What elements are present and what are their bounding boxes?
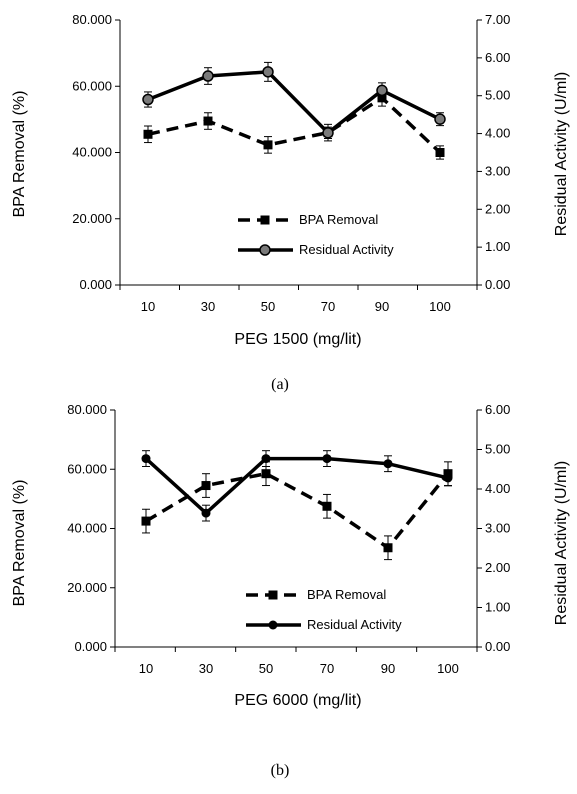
data-point-square — [435, 148, 445, 157]
legend-marker-square — [260, 215, 270, 225]
y-axis-label-left: BPA Removal (%) — [11, 91, 28, 218]
data-point-square — [383, 543, 393, 553]
y-axis-label-left: BPA Removal (%) — [11, 480, 28, 607]
data-point-square — [143, 129, 153, 139]
x-tick-label: 50 — [261, 299, 275, 314]
series-line-residual-activity — [147, 70, 441, 135]
y-tick-label-right: 4.00 — [485, 481, 510, 496]
legend-marker-circle — [268, 620, 278, 630]
x-tick-label: 30 — [201, 299, 215, 314]
x-tick-label: 70 — [321, 299, 335, 314]
y-tick-label-left: 20.000 — [72, 211, 112, 226]
x-axis-label: PEG 1500 (mg/lit) — [234, 331, 361, 348]
y-tick-label-right: 0.00 — [485, 277, 510, 292]
series-line-bpa-removal — [147, 96, 442, 154]
data-point-circle — [262, 66, 274, 78]
chart-panel-b: BPA Removal (%) Residual Activity (U/ml)… — [11, 402, 570, 779]
x-tick-label: 30 — [199, 661, 213, 676]
data-point-circle — [142, 93, 154, 106]
y-tick-label-right: 2.00 — [485, 201, 510, 216]
data-point-circle — [141, 454, 151, 464]
data-point-square — [141, 516, 151, 526]
data-point-circle — [202, 70, 214, 82]
legend-marker-square — [268, 590, 278, 600]
y-tick-label-left: 60.000 — [67, 461, 107, 476]
y-tick-label-right: 6.00 — [485, 402, 510, 417]
y-tick-label-right: 4.00 — [485, 126, 510, 141]
y-tick-label-right: 1.00 — [485, 239, 510, 254]
y-tick-label-left: 40.000 — [67, 521, 107, 536]
data-point-square — [261, 469, 271, 479]
legend-label: Residual Activity — [299, 242, 394, 257]
y-tick-label-right: 2.00 — [485, 560, 510, 575]
data-point-circle — [383, 459, 393, 469]
series-line-residual-activity — [144, 456, 449, 515]
x-tick-label: 90 — [381, 661, 395, 676]
y-tick-label-right: 3.00 — [485, 163, 510, 178]
y-tick-label-left: 80.000 — [72, 12, 112, 27]
data-point-circle — [322, 454, 332, 464]
data-point-circle — [261, 454, 271, 464]
y-tick-label-left: 20.000 — [67, 580, 107, 595]
x-tick-label: 10 — [139, 661, 153, 676]
data-point-circle — [376, 84, 388, 97]
y-tick-label-right: 6.00 — [485, 50, 510, 65]
legend-label: BPA Removal — [307, 587, 386, 602]
y-tick-label-left: 0.000 — [74, 639, 107, 654]
y-tick-label-left: 60.000 — [72, 78, 112, 93]
x-tick-label: 10 — [141, 299, 155, 314]
y-tick-label-right: 1.00 — [485, 600, 510, 615]
data-point-circle — [322, 127, 334, 139]
y-tick-label-left: 40.000 — [72, 145, 112, 160]
x-tick-label: 100 — [437, 661, 459, 676]
data-point-square — [201, 481, 211, 491]
panel-caption: (a) — [271, 376, 289, 393]
data-point-circle — [201, 508, 211, 518]
data-point-circle — [434, 113, 446, 125]
y-tick-label-right: 0.00 — [485, 639, 510, 654]
panel-caption: (b) — [271, 762, 290, 779]
legend-label: Residual Activity — [307, 617, 402, 632]
y-tick-label-left: 0.000 — [79, 277, 112, 292]
x-tick-label: 50 — [259, 661, 273, 676]
y-tick-label-left: 80.000 — [67, 402, 107, 417]
x-tick-label: 90 — [375, 299, 389, 314]
data-point-square — [263, 140, 273, 150]
series-line-bpa-removal — [145, 471, 450, 550]
data-point-square — [322, 501, 332, 511]
legend-label: BPA Removal — [299, 212, 378, 227]
y-axis-label-right: Residual Activity (U/ml) — [553, 72, 570, 236]
data-point-square — [203, 116, 213, 126]
y-tick-label-right: 5.00 — [485, 442, 510, 457]
data-point-circle — [443, 473, 453, 483]
y-tick-label-right: 7.00 — [485, 12, 510, 27]
x-tick-label: 70 — [320, 661, 334, 676]
chart-panel-a: BPA Removal (%) Residual Activity (U/ml)… — [11, 12, 570, 393]
x-tick-label: 100 — [429, 299, 451, 314]
legend-marker-circle — [259, 244, 271, 256]
x-axis-label: PEG 6000 (mg/lit) — [234, 692, 361, 709]
y-tick-label-right: 3.00 — [485, 521, 510, 536]
y-axis-label-right: Residual Activity (U/ml) — [553, 461, 570, 625]
y-tick-label-right: 5.00 — [485, 88, 510, 103]
